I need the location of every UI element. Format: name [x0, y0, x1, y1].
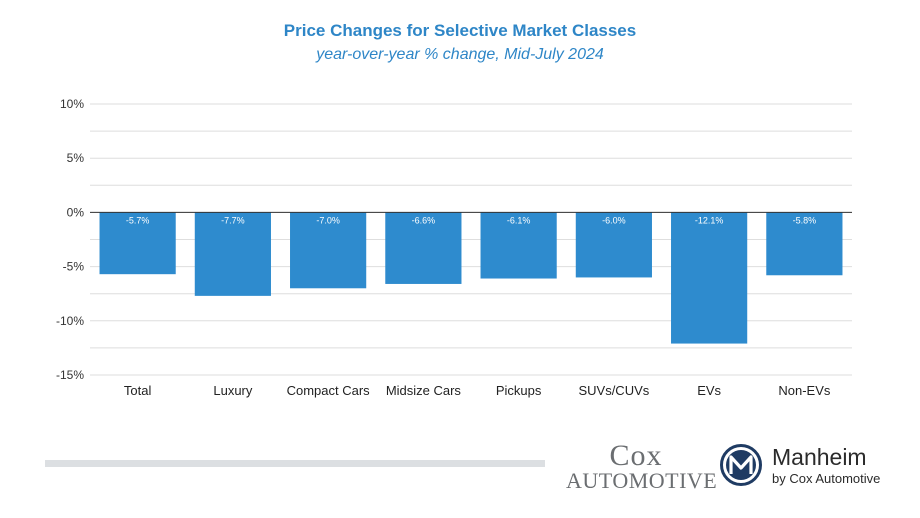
x-category-label: Pickups — [496, 383, 542, 398]
bar — [99, 212, 176, 275]
x-category-label: Non-EVs — [778, 383, 831, 398]
manheim-wordmark: Manheim — [772, 444, 867, 470]
bar — [480, 212, 557, 279]
bar — [766, 212, 843, 276]
y-tick-label: 10% — [60, 97, 84, 111]
chart-title: Price Changes for Selective Market Class… — [283, 21, 637, 40]
y-tick-label: -5% — [63, 260, 85, 274]
y-tick-label: -10% — [56, 314, 84, 328]
bar-data-label: -7.7% — [221, 215, 245, 225]
cox-logo-wordmark: Cox — [609, 439, 663, 472]
x-category-label: Midsize Cars — [386, 383, 462, 398]
bar-chart: -15% -10% -5% 0% 5% 10% -5.7% Total -7.7% Luxury -… — [56, 97, 852, 398]
title-block: Price Changes for Selective Market Class… — [0, 20, 920, 66]
cox-automotive-logo: Cox Automotive — [566, 439, 718, 493]
bar — [385, 212, 462, 284]
x-category-label: Compact Cars — [287, 383, 371, 398]
manheim-m-icon — [720, 444, 762, 486]
bar-data-label: -6.6% — [412, 215, 436, 225]
bar — [575, 212, 652, 278]
bar-data-label: -5.8% — [793, 215, 817, 225]
x-category-label: EVs — [697, 383, 721, 398]
bar — [194, 212, 271, 296]
manheim-tagline: by Cox Automotive — [772, 471, 881, 486]
bar-data-label: -6.1% — [507, 215, 531, 225]
cox-logo-subtext: Automotive — [566, 468, 718, 493]
bar-data-label: -7.0% — [316, 215, 340, 225]
footer-divider-bar — [45, 460, 545, 467]
y-tick-label: 0% — [67, 205, 85, 219]
x-category-label: Total — [124, 383, 152, 398]
x-category-label: Luxury — [213, 383, 253, 398]
bar — [671, 212, 748, 344]
y-tick-label: 5% — [67, 151, 85, 165]
bar-data-label: -12.1% — [695, 215, 724, 225]
y-tick-label: -15% — [56, 368, 84, 382]
bar-data-label: -5.7% — [126, 215, 150, 225]
chart-subtitle: year-over-year % change, Mid-July 2024 — [316, 46, 604, 63]
bar — [290, 212, 367, 289]
x-category-label: SUVs/CUVs — [578, 383, 649, 398]
bar-data-label: -6.0% — [602, 215, 626, 225]
